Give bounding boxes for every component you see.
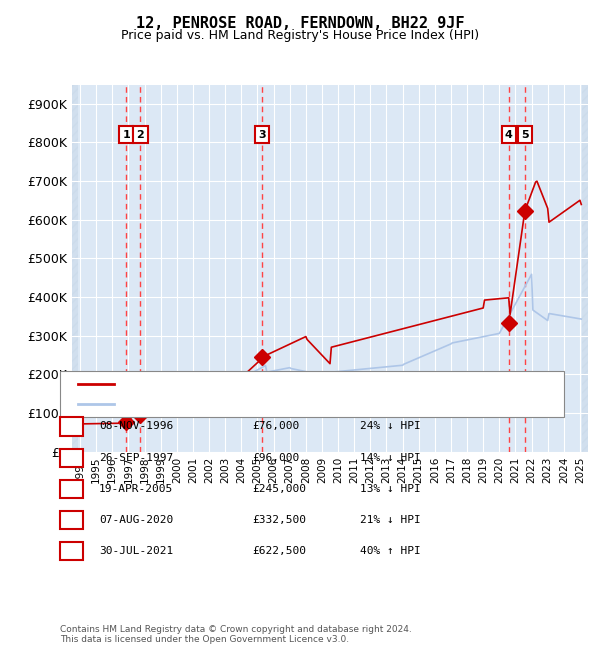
Text: 24% ↓ HPI: 24% ↓ HPI <box>360 421 421 432</box>
Text: 3: 3 <box>259 130 266 140</box>
Text: 30-JUL-2021: 30-JUL-2021 <box>99 546 173 556</box>
Text: 1: 1 <box>68 421 75 432</box>
Text: 40% ↑ HPI: 40% ↑ HPI <box>360 546 421 556</box>
Text: 12, PENROSE ROAD, FERNDOWN, BH22 9JF: 12, PENROSE ROAD, FERNDOWN, BH22 9JF <box>136 16 464 31</box>
Text: 21% ↓ HPI: 21% ↓ HPI <box>360 515 421 525</box>
Text: 14% ↓ HPI: 14% ↓ HPI <box>360 452 421 463</box>
Text: £245,000: £245,000 <box>252 484 306 494</box>
Text: 13% ↓ HPI: 13% ↓ HPI <box>360 484 421 494</box>
Text: 2: 2 <box>68 452 75 463</box>
Text: HPI: Average price, detached house, Dorset: HPI: Average price, detached house, Dors… <box>120 399 383 410</box>
Text: 3: 3 <box>68 484 75 494</box>
Text: £332,500: £332,500 <box>252 515 306 525</box>
Text: 19-APR-2005: 19-APR-2005 <box>99 484 173 494</box>
Text: Contains HM Land Registry data © Crown copyright and database right 2024.: Contains HM Land Registry data © Crown c… <box>60 625 412 634</box>
Text: 07-AUG-2020: 07-AUG-2020 <box>99 515 173 525</box>
Text: 5: 5 <box>68 546 75 556</box>
Text: This data is licensed under the Open Government Licence v3.0.: This data is licensed under the Open Gov… <box>60 634 349 644</box>
Text: 2: 2 <box>136 130 144 140</box>
Text: 26-SEP-1997: 26-SEP-1997 <box>99 452 173 463</box>
Text: 5: 5 <box>521 130 529 140</box>
Text: £622,500: £622,500 <box>252 546 306 556</box>
Text: Price paid vs. HM Land Registry's House Price Index (HPI): Price paid vs. HM Land Registry's House … <box>121 29 479 42</box>
Text: £76,000: £76,000 <box>252 421 299 432</box>
Text: 08-NOV-1996: 08-NOV-1996 <box>99 421 173 432</box>
Text: 12, PENROSE ROAD, FERNDOWN, BH22 9JF (detached house): 12, PENROSE ROAD, FERNDOWN, BH22 9JF (de… <box>120 378 451 389</box>
Text: 4: 4 <box>68 515 75 525</box>
Text: £96,000: £96,000 <box>252 452 299 463</box>
Text: 4: 4 <box>505 130 513 140</box>
Text: 1: 1 <box>122 130 130 140</box>
